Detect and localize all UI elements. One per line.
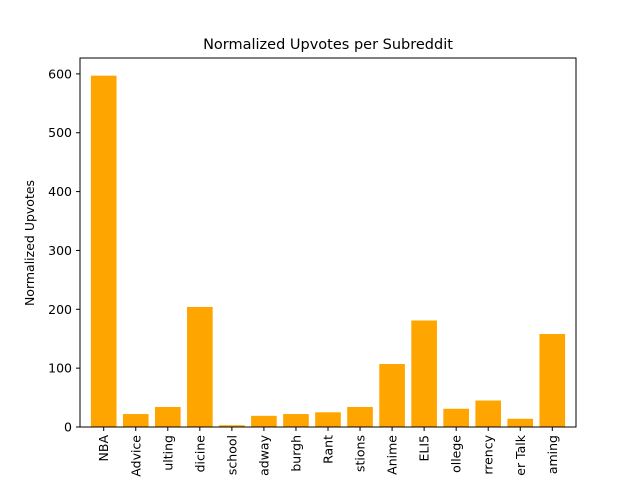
- y-tick-label-5: 500: [48, 125, 72, 140]
- chart-title: Normalized Upvotes per Subreddit: [203, 37, 453, 53]
- bar-4: [219, 425, 245, 427]
- y-tick-label-4: 400: [48, 184, 72, 199]
- y-axis-label: Normalized Upvotes: [22, 180, 37, 306]
- bar-11: [443, 408, 469, 427]
- x-tick-label-5: adway: [256, 434, 271, 475]
- x-tick-label-2: ulting: [160, 435, 175, 471]
- x-tick-label-1: Advice: [128, 435, 143, 477]
- x-tick-label-14: aming: [545, 435, 560, 474]
- y-axis: 0 100 200 300 400 500 600: [48, 66, 80, 435]
- x-tick-label-13: er Talk: [513, 434, 528, 476]
- x-tick-label-8: stions: [353, 435, 368, 472]
- bar-10: [411, 320, 437, 427]
- y-tick-label-6: 600: [48, 66, 72, 81]
- bar-12: [475, 400, 502, 427]
- bar-3: [187, 306, 213, 427]
- bar-14: [539, 334, 566, 427]
- x-tick-label-10: ELI5: [417, 435, 432, 462]
- bar-5: [251, 415, 277, 427]
- x-axis: NBA Advice ulting dicine school adway burgh Ran…: [96, 427, 560, 477]
- bar-1: [122, 414, 149, 427]
- x-tick-label-3: dicine: [192, 435, 207, 473]
- y-tick-label-3: 300: [48, 243, 72, 258]
- x-tick-label-6: burgh: [288, 435, 303, 472]
- bars: [90, 75, 566, 427]
- x-tick-label-9: Anime: [385, 435, 400, 475]
- x-tick-label-12: rrency: [481, 434, 496, 474]
- x-tick-label-7: Rant: [321, 435, 336, 464]
- bar-7: [315, 412, 341, 427]
- bar-8: [347, 406, 373, 427]
- bar-2: [154, 406, 181, 427]
- x-tick-label-0: NBA: [96, 435, 111, 462]
- x-tick-label-11: ollege: [449, 435, 464, 473]
- plot-frame: [79, 57, 577, 428]
- y-tick-label-2: 200: [48, 302, 72, 317]
- bar-13: [507, 418, 534, 427]
- y-tick-label-0: 0: [64, 420, 72, 435]
- bar-0: [90, 75, 117, 427]
- y-tick-label-1: 100: [48, 361, 72, 376]
- x-tick-label-4: school: [224, 435, 239, 475]
- bar-9: [379, 364, 405, 427]
- bar-6: [283, 414, 309, 427]
